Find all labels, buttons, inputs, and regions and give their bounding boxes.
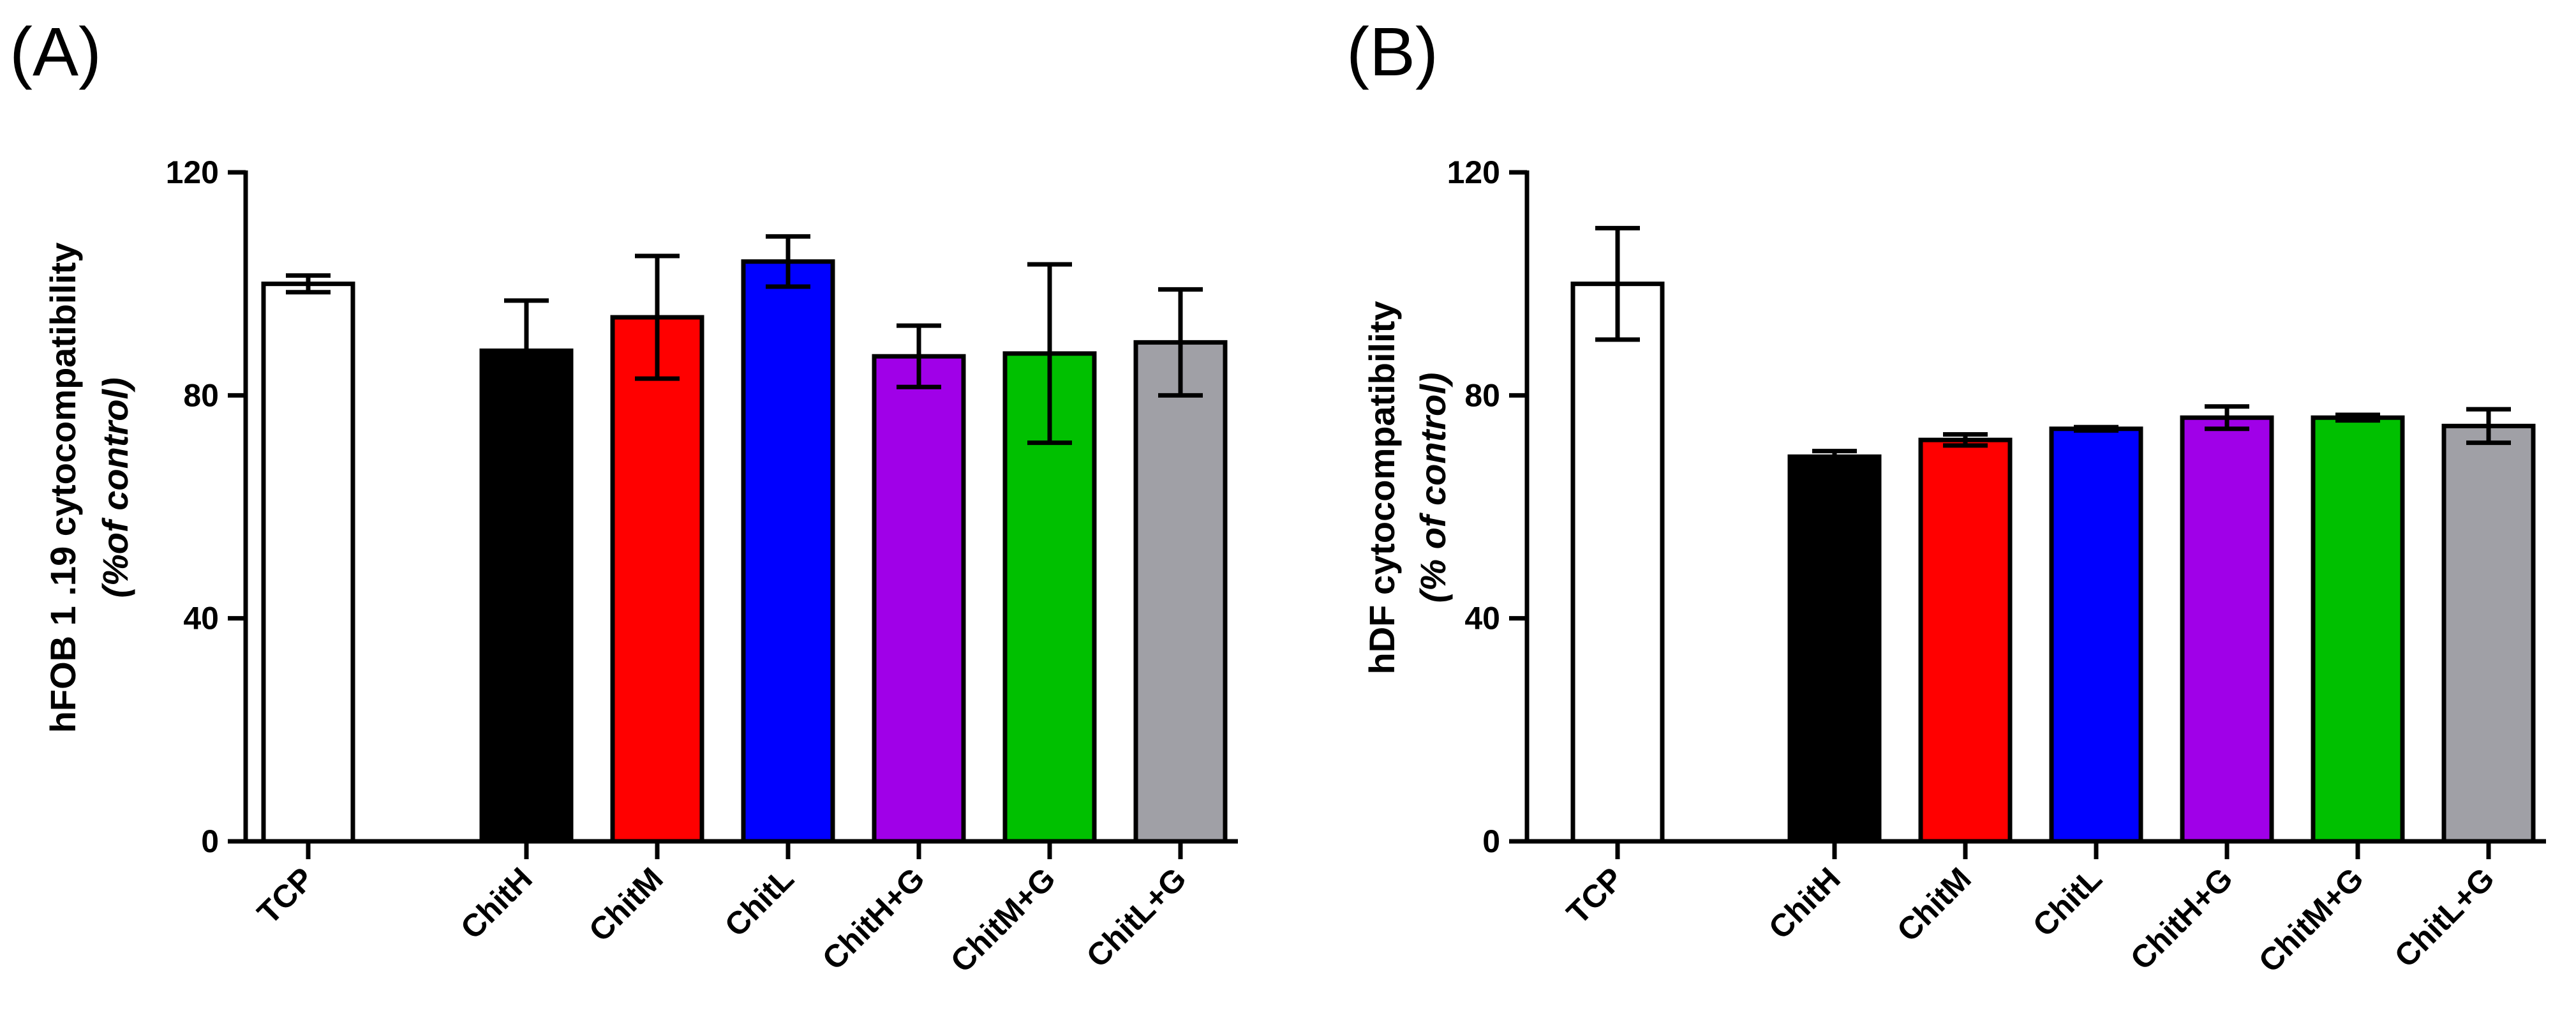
bar [1918, 437, 2013, 844]
bar [2180, 415, 2274, 844]
y-tick-label: 40 [1464, 601, 1500, 636]
panel-a: (A) hFOB 1 .19 cytocompatibility (%of cont… [10, 13, 1238, 979]
bar [741, 259, 835, 844]
bar [2049, 426, 2143, 844]
y-tick-label: 0 [201, 823, 219, 859]
y-axis-subtitle: (% of control) [1413, 373, 1453, 603]
x-tick-label: ChitL [2026, 860, 2109, 943]
bar [1787, 454, 1882, 844]
panel-label: (B) [1346, 13, 1438, 90]
y-tick-label: 40 [183, 601, 219, 636]
y-axis-title: hDF cytocompatibility [1362, 301, 1402, 675]
bar [261, 282, 355, 844]
y-tick-label: 0 [1482, 823, 1500, 859]
x-tick-label: ChitM+G [944, 860, 1062, 979]
x-tick-label: ChitM [582, 860, 670, 949]
x-tick-label: ChitM+G [2252, 860, 2371, 979]
bar [2441, 423, 2536, 844]
bar [872, 354, 966, 844]
y-tick-label: 80 [1464, 377, 1500, 413]
x-tick-label: ChitH+G [815, 860, 932, 977]
x-tick-label: ChitH [1762, 860, 1847, 946]
x-tick-label: ChitL+G [1080, 860, 1193, 974]
x-tick-label: ChitM [1890, 860, 1978, 949]
y-tick-label: 80 [183, 377, 219, 413]
bar [1133, 340, 1228, 844]
y-tick-label: 120 [1447, 154, 1500, 190]
x-tick-label: ChitH+G [2124, 860, 2240, 977]
x-tick-label: TCP [250, 860, 320, 931]
x-tick-label: ChitL [718, 860, 801, 943]
bar [479, 348, 574, 844]
y-tick-label: 120 [166, 154, 219, 190]
panel-b: (B) hDF cytocompatibility (% of control) 0 4… [1346, 13, 2546, 979]
y-axis-title: hFOB 1 .19 cytocompatibility [43, 243, 83, 733]
x-tick-label: TCP [1560, 860, 1630, 931]
y-axis-subtitle: (%of control) [95, 377, 135, 597]
x-tick-label: ChitH [454, 860, 539, 946]
bar [1570, 282, 1665, 844]
x-tick-label: ChitL+G [2388, 860, 2501, 974]
bar [2311, 415, 2405, 844]
bar [610, 315, 704, 844]
panel-label: (A) [10, 13, 101, 90]
